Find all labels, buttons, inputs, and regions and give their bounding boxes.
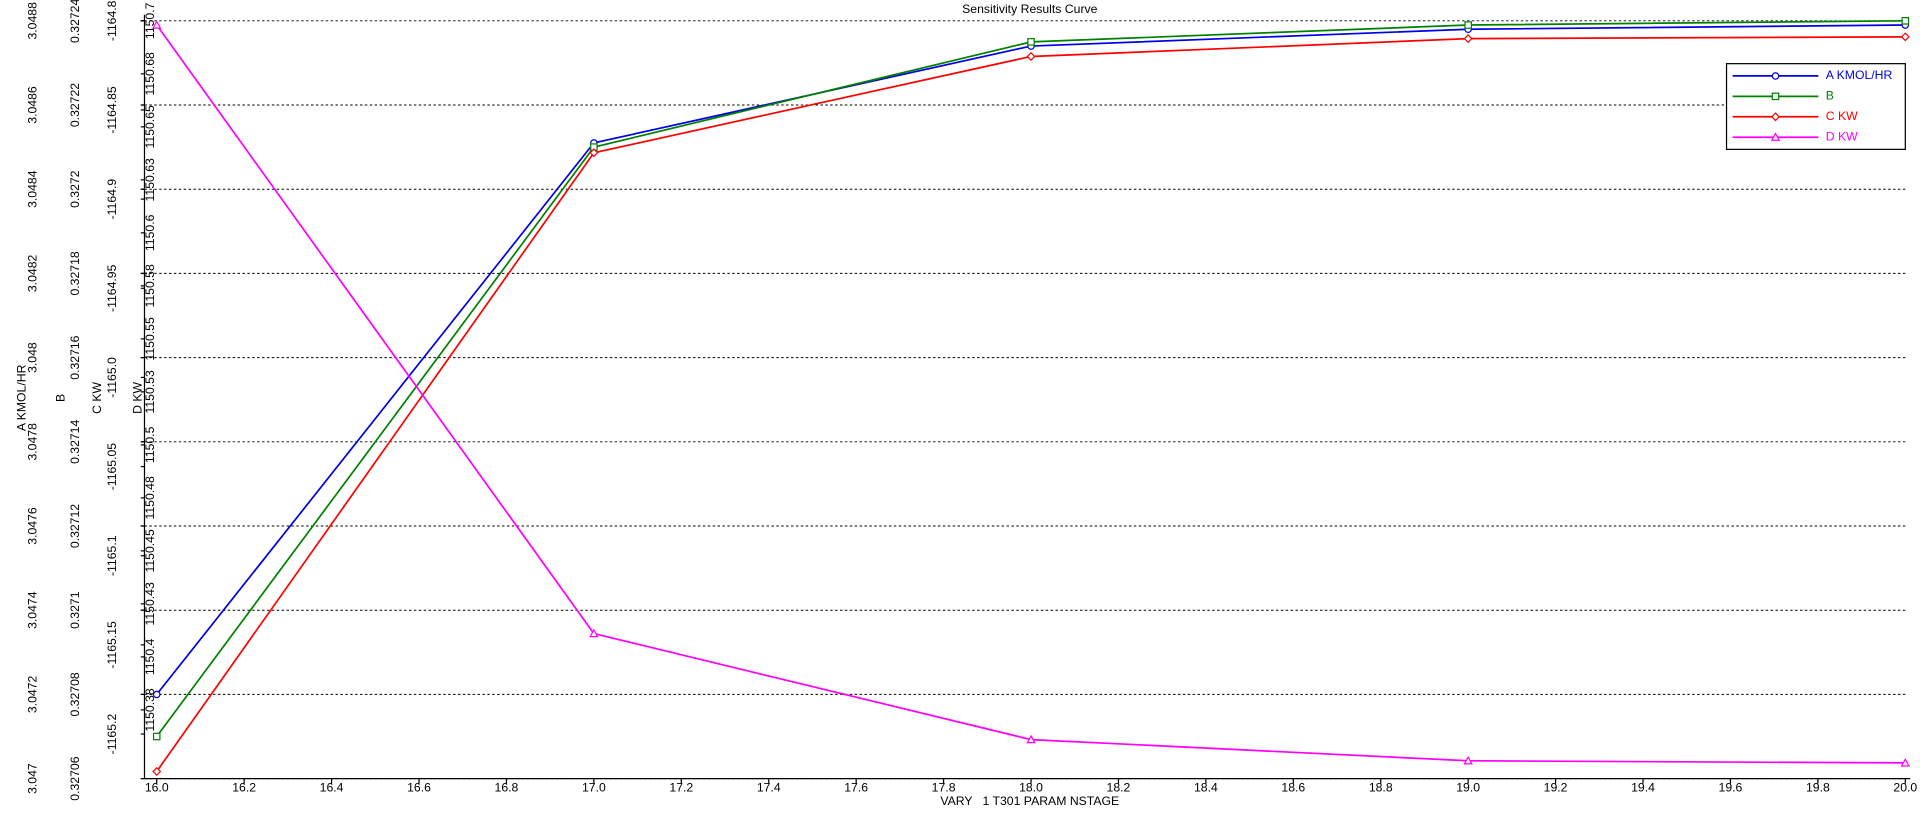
x-tick-label: 20.0 bbox=[1893, 781, 1917, 795]
y-tick-label: 1150.6 bbox=[143, 214, 157, 251]
marker bbox=[1771, 72, 1780, 80]
marker bbox=[1026, 51, 1036, 62]
y-tick-label: 1150.63 bbox=[143, 158, 157, 202]
x-tick-label: 16.2 bbox=[232, 781, 256, 795]
y-tick-label: 1150.48 bbox=[143, 476, 157, 520]
marker bbox=[152, 20, 162, 29]
marker bbox=[1463, 34, 1473, 44]
x-tick-label: 19.0 bbox=[1456, 781, 1480, 795]
x-tick-label: 16.8 bbox=[495, 781, 519, 795]
marker bbox=[152, 690, 161, 699]
legend-box bbox=[1725, 63, 1906, 150]
y-tick-label: 3.0488 bbox=[25, 2, 39, 40]
x-tick-label: 17.8 bbox=[932, 781, 956, 795]
x-tick-label: 16.6 bbox=[407, 781, 431, 795]
x-tick-label: 19.2 bbox=[1544, 781, 1568, 795]
y-tick-label: 0.32718 bbox=[68, 251, 82, 295]
marker bbox=[1771, 92, 1780, 101]
y-tick-label: 3.0478 bbox=[25, 423, 39, 461]
y-tick-label: -1165.15 bbox=[105, 621, 119, 669]
x-tick-label: 18.0 bbox=[1019, 781, 1043, 795]
y-tick-label: -1164.9 bbox=[105, 179, 119, 220]
marker bbox=[1901, 17, 1910, 25]
x-tick-label: 17.6 bbox=[844, 781, 868, 795]
marker bbox=[1770, 112, 1781, 122]
x-tick-label: 16.0 bbox=[145, 781, 169, 795]
marker bbox=[1463, 755, 1473, 765]
y-axis-label: D KW bbox=[131, 381, 145, 413]
y-tick-label: 0.32706 bbox=[68, 756, 82, 800]
y-tick-label: 3.047 bbox=[25, 763, 39, 794]
y-tick-label: 1150.38 bbox=[143, 688, 157, 732]
y-tick-label: 0.32712 bbox=[68, 504, 82, 548]
x-tick-label: 19.8 bbox=[1806, 781, 1830, 795]
x-tick-label: 19.4 bbox=[1631, 781, 1655, 795]
y-tick-label: 0.32708 bbox=[68, 672, 82, 716]
y-tick-label: 0.32722 bbox=[68, 83, 82, 127]
x-tick-label: 17.4 bbox=[757, 781, 781, 795]
y-tick-label: -1164.85 bbox=[105, 86, 119, 134]
y-tick-label: 3.0482 bbox=[25, 255, 39, 293]
y-tick-label: 3.048 bbox=[25, 342, 39, 373]
y-tick-label: 3.0486 bbox=[25, 86, 39, 124]
marker bbox=[152, 766, 162, 777]
marker bbox=[1900, 757, 1911, 767]
legend-label: B bbox=[1826, 89, 1834, 103]
y-tick-label: 1150.5 bbox=[143, 426, 157, 463]
y-axis-label: A KMOL/HR bbox=[14, 364, 28, 431]
legend-label: C KW bbox=[1826, 109, 1858, 123]
x-tick-label: 19.6 bbox=[1719, 781, 1743, 795]
x-tick-label: 16.4 bbox=[320, 781, 344, 795]
x-tick-label: 17.0 bbox=[582, 781, 606, 795]
y-tick-label: 1150.4 bbox=[143, 638, 157, 675]
y-tick-label: -1165.2 bbox=[105, 714, 119, 755]
legend-label: D KW bbox=[1826, 129, 1858, 143]
x-tick-label: 18.4 bbox=[1194, 781, 1218, 795]
chart-title: Sensitivity Results Curve bbox=[962, 2, 1098, 16]
y-tick-label: -1164.8 bbox=[105, 0, 119, 41]
marker bbox=[1900, 32, 1910, 42]
y-tick-label: 0.3272 bbox=[68, 170, 82, 208]
y-tick-label: 3.0476 bbox=[25, 507, 39, 545]
y-tick-label: 0.32724 bbox=[68, 0, 82, 43]
marker bbox=[1770, 132, 1781, 141]
y-tick-label: -1164.95 bbox=[105, 264, 119, 312]
y-axis-label: B bbox=[53, 394, 67, 402]
y-tick-label: 3.0474 bbox=[25, 591, 39, 629]
marker bbox=[589, 148, 599, 158]
y-tick-label: 0.32714 bbox=[68, 420, 82, 464]
y-tick-label: 0.32716 bbox=[68, 335, 82, 379]
y-tick-label: 3.0472 bbox=[25, 675, 39, 713]
x-tick-label: 18.6 bbox=[1281, 781, 1305, 795]
y-tick-label: 1150.55 bbox=[143, 317, 157, 361]
marker bbox=[1464, 21, 1472, 29]
marker bbox=[1026, 734, 1036, 744]
y-tick-label: 3.0484 bbox=[25, 170, 39, 208]
x-tick-label: 17.2 bbox=[669, 781, 693, 795]
y-axis-label: C KW bbox=[90, 381, 104, 413]
y-tick-label: 1150.43 bbox=[143, 582, 157, 626]
y-tick-label: -1165.0 bbox=[105, 357, 119, 398]
marker bbox=[152, 732, 161, 741]
y-tick-label: 1150.68 bbox=[143, 52, 157, 96]
x-tick-label: 18.2 bbox=[1107, 781, 1131, 795]
x-axis-label: VARY 1 T301 PARAM NSTAGE bbox=[940, 794, 1119, 808]
y-tick-label: 1150.7 bbox=[143, 2, 157, 39]
y-tick-label: -1165.1 bbox=[105, 535, 119, 576]
y-tick-label: 1150.45 bbox=[143, 529, 157, 573]
y-tick-label: 1150.65 bbox=[143, 105, 157, 149]
marker bbox=[1027, 38, 1035, 46]
legend-label: A KMOL/HR bbox=[1826, 68, 1893, 82]
y-tick-label: -1165.05 bbox=[105, 443, 119, 491]
y-tick-label: 1150.58 bbox=[143, 264, 157, 308]
x-tick-label: 18.8 bbox=[1369, 781, 1393, 795]
marker bbox=[589, 628, 599, 638]
y-tick-label: 1150.53 bbox=[143, 370, 157, 414]
y-tick-label: 0.3271 bbox=[68, 591, 82, 629]
